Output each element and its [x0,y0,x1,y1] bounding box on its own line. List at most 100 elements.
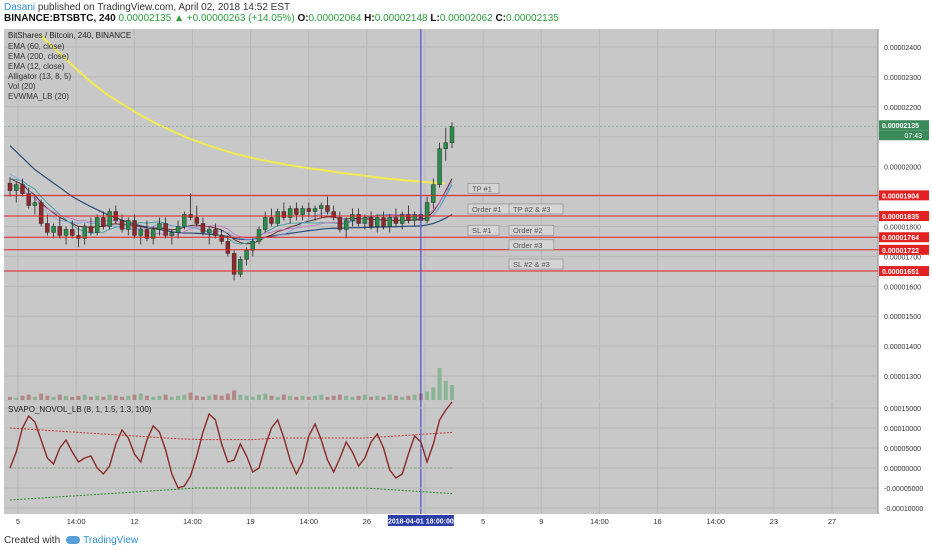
volume-bar [325,396,330,400]
candle [150,229,156,239]
osc-tick-label: 0.00000000 [884,466,921,473]
candle [219,235,224,242]
candle [287,208,293,218]
legend-indicator: EMA (60, close) [8,42,65,51]
candle [94,217,100,233]
annotation-box [508,203,564,215]
volume-bar [319,394,324,400]
open-value: 0.00002064 [308,13,362,24]
volume-bar [393,395,398,400]
volume-bar [200,396,205,400]
price-tick-label: 0.00002200 [884,105,921,112]
price-tick-label: 0.00001700 [884,254,921,261]
volume-bar [406,395,411,400]
candle [107,211,112,227]
volume-bar [344,395,349,400]
volume-bar [188,392,193,400]
level-price-tag [879,266,929,277]
chart-canvas[interactable]: 514:001214:001914:002614:005914:001614:0… [0,26,932,531]
volume-bar [337,394,342,400]
level-price-tag [879,190,929,201]
change-arrow-icon: ▲ [174,13,184,24]
created-with-label: Created with [4,535,61,546]
volume-bar [362,394,367,400]
volume-bar [157,395,162,400]
volume-bar [450,385,454,400]
volume-bar [88,396,93,400]
volume-bar [300,395,305,400]
legend-indicator: EVWMA_LB (20) [8,92,69,101]
volume-bar [51,396,56,400]
volume-bar [437,368,442,400]
volume-bar [26,394,31,400]
volume-bar [207,395,212,400]
level-price-label: 0.00001651 [882,269,919,276]
countdown-label: 07:43 [904,133,922,140]
level-price-label: 0.00001835 [882,214,919,221]
volume-bar [356,395,361,400]
candle [38,202,44,224]
volume-bar [176,395,181,400]
volume-bar [126,395,131,400]
open-label: O: [297,13,309,24]
volume-bar [169,396,174,400]
x-tick-label: 23 [770,517,778,526]
candle [356,214,361,224]
volume-bar [225,393,230,400]
volume-bar [387,394,392,400]
volume-bar [120,396,125,400]
tradingview-cloud-icon [66,536,81,545]
candle [449,126,455,143]
volume-bar [443,380,448,400]
candle [300,208,305,215]
volume-bar [213,394,218,400]
volume-bar [163,394,168,400]
osc-tick-label: 0.00015000 [884,406,921,413]
volume-bar [39,393,44,400]
candle [175,226,181,233]
author-link[interactable]: Dasani [4,2,36,13]
level-price-label: 0.00001904 [882,193,919,200]
candle [250,241,255,251]
osc-tick-label: -0.00005000 [884,486,923,493]
candle [325,205,330,212]
candle [213,229,218,236]
tradingview-link[interactable]: TradingView [83,535,139,546]
candle [57,226,63,236]
candle [132,220,137,236]
volume-bar [8,396,12,400]
low-label: L: [430,13,440,24]
candle [200,223,206,233]
candle [343,220,349,230]
price-tick-label: 0.00001800 [884,224,921,231]
oscillator: 0.00015000 0.00010000 0.00005000 0.00000000… [4,401,923,513]
price-tick-label: 0.00001500 [884,314,921,321]
price-change: +0.00000263 (+14.05%) [186,13,295,24]
candle [256,229,262,242]
candle [263,217,268,230]
candle [26,193,31,206]
candle [7,182,13,191]
candle [169,232,175,236]
candle [319,205,324,209]
candle [406,214,411,221]
volume-bar [288,395,293,400]
candle [368,217,374,227]
chart-header: Dasani published on TradingView.com, Apr… [0,0,932,26]
osc-lower-band [9,487,453,501]
indicator-legend: BitShares / Bitcoin, 240, BINANCE EMA (60… [8,31,131,101]
candle [387,217,392,227]
x-tick-label: 27 [828,517,836,526]
volume-bar [132,394,137,400]
countdown-tag [879,130,929,141]
volume-bar [313,395,318,400]
candle [101,217,106,227]
x-tick-label: 16 [653,517,661,526]
x-tick-label: 14:00 [67,517,86,526]
volume-bar [82,394,87,400]
candle [45,223,50,233]
annotation-label: Order #2 [513,226,543,235]
volume-bar [64,395,69,400]
level-price-tag [879,244,929,255]
candle [362,217,368,224]
